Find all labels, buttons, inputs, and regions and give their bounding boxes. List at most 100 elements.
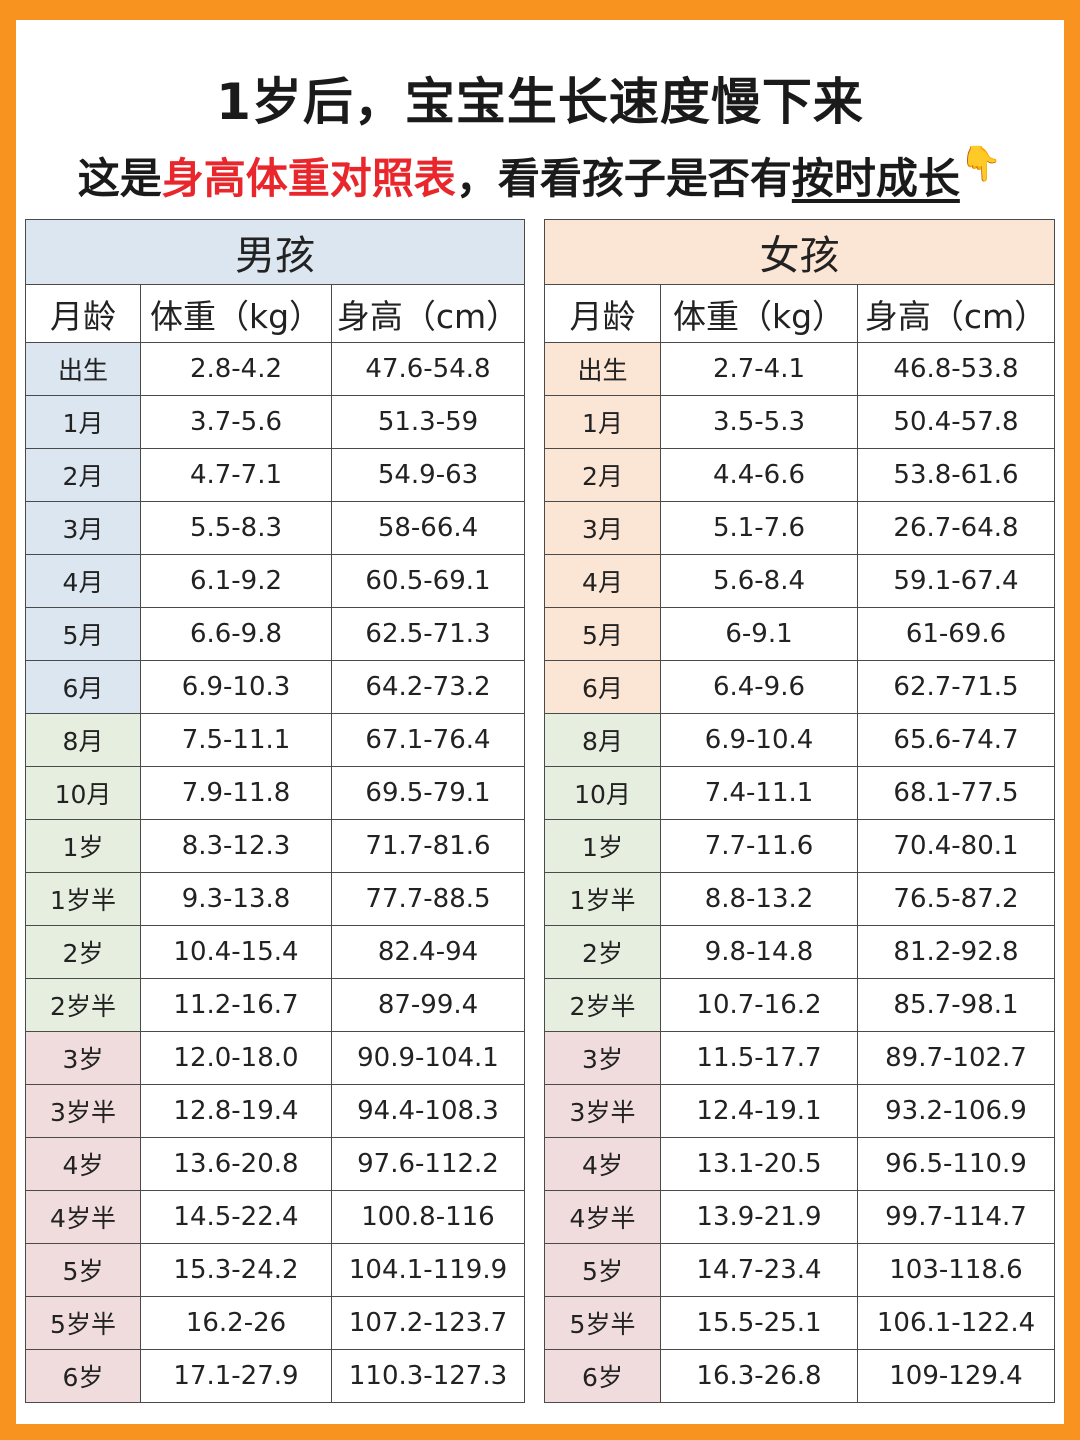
height-cell: 96.5-110.9 bbox=[857, 1137, 1055, 1191]
table-row: 5岁半 16.2-26 107.2-123.7 bbox=[25, 1296, 525, 1350]
age-cell: 3月 bbox=[25, 501, 141, 555]
weight-cell: 7.7-11.6 bbox=[660, 819, 858, 873]
weight-cell: 14.5-22.4 bbox=[140, 1190, 332, 1244]
weight-cell: 5.1-7.6 bbox=[660, 501, 858, 555]
weight-cell: 6.9-10.3 bbox=[140, 660, 332, 714]
height-cell: 107.2-123.7 bbox=[331, 1296, 525, 1350]
height-cell: 94.4-108.3 bbox=[331, 1084, 525, 1138]
age-cell: 5岁 bbox=[25, 1243, 141, 1297]
height-cell: 65.6-74.7 bbox=[857, 713, 1055, 767]
weight-cell: 3.7-5.6 bbox=[140, 395, 332, 449]
subtitle-highlight: 身高体重对照表 bbox=[161, 154, 456, 203]
girls-table-title: 女孩 bbox=[544, 219, 1055, 285]
age-cell: 10月 bbox=[544, 766, 661, 820]
table-row: 6月 6.9-10.3 64.2-73.2 bbox=[25, 660, 525, 714]
weight-cell: 2.7-4.1 bbox=[660, 342, 858, 396]
height-cell: 109-129.4 bbox=[857, 1349, 1055, 1403]
page-subtitle: 这是身高体重对照表，看看孩子是否有按时成长👇 bbox=[16, 144, 1064, 206]
weight-cell: 7.9-11.8 bbox=[140, 766, 332, 820]
weight-cell: 10.4-15.4 bbox=[140, 925, 332, 979]
weight-cell: 4.7-7.1 bbox=[140, 448, 332, 502]
age-cell: 3岁半 bbox=[25, 1084, 141, 1138]
table-row: 5岁 15.3-24.2 104.1-119.9 bbox=[25, 1243, 525, 1297]
height-cell: 81.2-92.8 bbox=[857, 925, 1055, 979]
height-cell: 62.5-71.3 bbox=[331, 607, 525, 661]
age-cell: 1岁 bbox=[25, 819, 141, 873]
weight-cell: 8.3-12.3 bbox=[140, 819, 332, 873]
table-row: 10月 7.4-11.1 68.1-77.5 bbox=[544, 766, 1055, 820]
weight-cell: 2.8-4.2 bbox=[140, 342, 332, 396]
weight-cell: 16.2-26 bbox=[140, 1296, 332, 1350]
height-cell: 97.6-112.2 bbox=[331, 1137, 525, 1191]
weight-cell: 6-9.1 bbox=[660, 607, 858, 661]
age-cell: 3岁 bbox=[544, 1031, 661, 1085]
age-cell: 2岁 bbox=[544, 925, 661, 979]
table-row: 1岁半 9.3-13.8 77.7-88.5 bbox=[25, 872, 525, 926]
height-cell: 60.5-69.1 bbox=[331, 554, 525, 608]
height-cell: 100.8-116 bbox=[331, 1190, 525, 1244]
weight-cell: 11.5-17.7 bbox=[660, 1031, 858, 1085]
table-row: 3岁半 12.8-19.4 94.4-108.3 bbox=[25, 1084, 525, 1138]
age-cell: 1岁半 bbox=[25, 872, 141, 926]
age-cell: 1月 bbox=[25, 395, 141, 449]
table-row: 2岁半 10.7-16.2 85.7-98.1 bbox=[544, 978, 1055, 1032]
age-cell: 3岁半 bbox=[544, 1084, 661, 1138]
height-cell: 89.7-102.7 bbox=[857, 1031, 1055, 1085]
age-cell: 5岁 bbox=[544, 1243, 661, 1297]
table-row: 4岁 13.6-20.8 97.6-112.2 bbox=[25, 1137, 525, 1191]
subtitle-text-2: ，看看孩子是否 bbox=[455, 154, 750, 203]
weight-cell: 6.6-9.8 bbox=[140, 607, 332, 661]
table-row: 10月 7.9-11.8 69.5-79.1 bbox=[25, 766, 525, 820]
age-cell: 4月 bbox=[25, 554, 141, 608]
weight-cell: 5.6-8.4 bbox=[660, 554, 858, 608]
age-cell: 出生 bbox=[25, 342, 141, 396]
table-row: 出生 2.7-4.1 46.8-53.8 bbox=[544, 342, 1055, 396]
age-cell: 2月 bbox=[544, 448, 661, 502]
age-cell: 3月 bbox=[544, 501, 661, 555]
table-row: 8月 7.5-11.1 67.1-76.4 bbox=[25, 713, 525, 767]
age-cell: 4岁 bbox=[25, 1137, 141, 1191]
weight-cell: 6.1-9.2 bbox=[140, 554, 332, 608]
table-row: 3岁半 12.4-19.1 93.2-106.9 bbox=[544, 1084, 1055, 1138]
age-cell: 2岁半 bbox=[544, 978, 661, 1032]
age-cell: 6月 bbox=[25, 660, 141, 714]
weight-cell: 5.5-8.3 bbox=[140, 501, 332, 555]
weight-cell: 9.3-13.8 bbox=[140, 872, 332, 926]
height-cell: 50.4-57.8 bbox=[857, 395, 1055, 449]
table-row: 1月 3.7-5.6 51.3-59 bbox=[25, 395, 525, 449]
height-cell: 53.8-61.6 bbox=[857, 448, 1055, 502]
height-cell: 70.4-80.1 bbox=[857, 819, 1055, 873]
subtitle-underlined: 按时成长 bbox=[791, 154, 960, 203]
table-row: 1岁半 8.8-13.2 76.5-87.2 bbox=[544, 872, 1055, 926]
age-cell: 1岁半 bbox=[544, 872, 661, 926]
height-cell: 106.1-122.4 bbox=[857, 1296, 1055, 1350]
height-cell: 85.7-98.1 bbox=[857, 978, 1055, 1032]
age-cell: 4岁半 bbox=[25, 1190, 141, 1244]
height-cell: 51.3-59 bbox=[331, 395, 525, 449]
table-row: 6月 6.4-9.6 62.7-71.5 bbox=[544, 660, 1055, 714]
height-cell: 54.9-63 bbox=[331, 448, 525, 502]
age-cell: 1岁 bbox=[544, 819, 661, 873]
height-cell: 104.1-119.9 bbox=[331, 1243, 525, 1297]
weight-cell: 13.1-20.5 bbox=[660, 1137, 858, 1191]
age-cell: 5月 bbox=[25, 607, 141, 661]
age-cell: 4月 bbox=[544, 554, 661, 608]
weight-cell: 12.8-19.4 bbox=[140, 1084, 332, 1138]
weight-cell: 3.5-5.3 bbox=[660, 395, 858, 449]
height-cell: 87-99.4 bbox=[331, 978, 525, 1032]
height-cell: 90.9-104.1 bbox=[331, 1031, 525, 1085]
table-row: 1岁 7.7-11.6 70.4-80.1 bbox=[544, 819, 1055, 873]
weight-cell: 10.7-16.2 bbox=[660, 978, 858, 1032]
height-cell: 93.2-106.9 bbox=[857, 1084, 1055, 1138]
table-row: 4月 6.1-9.2 60.5-69.1 bbox=[25, 554, 525, 608]
weight-cell: 14.7-23.4 bbox=[660, 1243, 858, 1297]
table-row: 2月 4.7-7.1 54.9-63 bbox=[25, 448, 525, 502]
weight-cell: 11.2-16.7 bbox=[140, 978, 332, 1032]
height-cell: 68.1-77.5 bbox=[857, 766, 1055, 820]
height-cell: 26.7-64.8 bbox=[857, 501, 1055, 555]
table-row: 出生 2.8-4.2 47.6-54.8 bbox=[25, 342, 525, 396]
height-cell: 61-69.6 bbox=[857, 607, 1055, 661]
height-cell: 59.1-67.4 bbox=[857, 554, 1055, 608]
age-cell: 10月 bbox=[25, 766, 141, 820]
table-row: 5岁半 15.5-25.1 106.1-122.4 bbox=[544, 1296, 1055, 1350]
